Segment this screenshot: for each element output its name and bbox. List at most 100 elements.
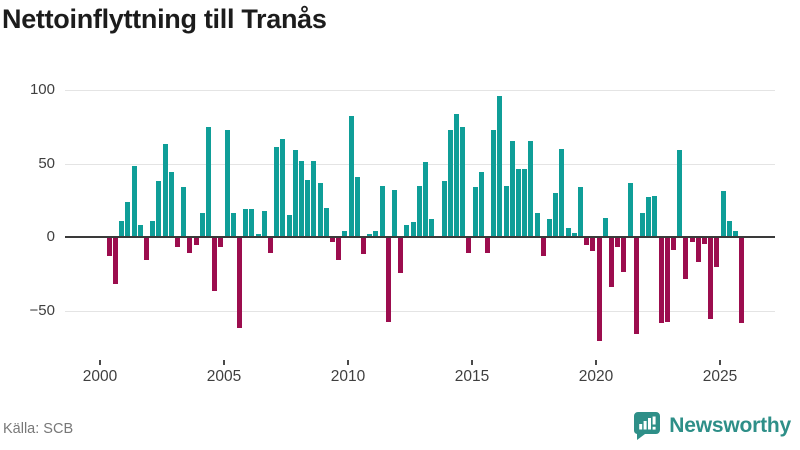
chart-title: Nettoinflyttning till Tranås (2, 4, 327, 34)
bar (522, 169, 528, 237)
x-axis-tick (471, 360, 473, 365)
bar (317, 182, 323, 237)
bar (429, 219, 435, 237)
bar (664, 238, 670, 322)
bar (454, 113, 459, 237)
bar (218, 238, 224, 247)
bar (534, 213, 540, 237)
bar (423, 162, 428, 237)
bar (578, 187, 583, 237)
bar (615, 238, 621, 247)
bar (640, 213, 645, 237)
bar (354, 176, 360, 237)
bar (125, 201, 131, 237)
bar (299, 160, 304, 237)
bar (671, 238, 676, 250)
bar (237, 238, 242, 328)
bar (633, 238, 639, 334)
bar (379, 185, 385, 237)
grid-line (65, 163, 775, 165)
bar (553, 192, 559, 237)
bar (739, 238, 745, 324)
x-axis-label: 2015 (454, 368, 490, 385)
bar (131, 166, 137, 237)
bar (137, 225, 143, 237)
bar (243, 209, 249, 237)
x-axis-tick (595, 360, 597, 365)
bar (646, 197, 652, 237)
bar (367, 234, 373, 237)
bar (336, 238, 342, 261)
bar (261, 210, 267, 237)
bar (478, 172, 484, 237)
bar (491, 129, 497, 237)
bar (528, 141, 534, 237)
bar (330, 238, 335, 243)
bar (627, 182, 633, 237)
bar (658, 238, 664, 324)
bar (621, 238, 627, 272)
y-axis-label: 50 (38, 154, 55, 172)
bar (292, 150, 298, 237)
bar (410, 222, 416, 237)
bar (162, 144, 168, 237)
bar (385, 238, 391, 322)
bar (702, 238, 707, 244)
x-axis-tick (347, 360, 349, 365)
bar (249, 209, 255, 237)
bar (559, 148, 565, 237)
y-axis-label: 100 (29, 81, 55, 98)
bar (485, 238, 490, 253)
y-axis-label: 0 (46, 228, 55, 245)
bar (677, 150, 683, 237)
bar (460, 126, 466, 237)
x-axis-tick (719, 360, 721, 365)
bar (230, 213, 236, 237)
bar (733, 231, 738, 237)
bar (404, 225, 410, 237)
bar (416, 185, 422, 237)
bar (547, 219, 552, 237)
bar (683, 238, 689, 280)
bar (565, 228, 571, 237)
bar (106, 238, 112, 256)
bar (695, 238, 701, 262)
bar (503, 185, 509, 237)
bar (206, 126, 211, 237)
bar (274, 147, 280, 237)
bar (516, 169, 521, 237)
bar (571, 232, 577, 237)
bar (584, 238, 590, 246)
bar (596, 238, 602, 341)
bar (392, 189, 397, 237)
bar (726, 220, 732, 237)
zero-line (65, 236, 775, 238)
bar (224, 129, 230, 237)
bar (609, 238, 614, 287)
bar (466, 238, 472, 253)
source-caption: Källa: SCB (3, 421, 74, 437)
bar (119, 220, 125, 237)
bar (175, 238, 180, 247)
bar (373, 231, 379, 237)
bar (441, 181, 447, 237)
bar (497, 95, 503, 237)
bar (472, 187, 478, 237)
bar (193, 238, 199, 246)
bar (280, 138, 286, 237)
bar (212, 238, 218, 291)
bar (144, 238, 149, 261)
bar (342, 231, 348, 237)
x-axis-label: 2025 (702, 368, 738, 385)
bar (714, 238, 720, 268)
newsworthy-logo-icon (632, 410, 662, 442)
bar (509, 141, 515, 237)
bar (156, 181, 162, 237)
bar (708, 238, 714, 319)
newsworthy-logo[interactable]: Newsworthy (632, 410, 791, 442)
bar (540, 238, 546, 256)
bar (447, 129, 453, 237)
bar (187, 238, 193, 253)
bar (150, 220, 156, 237)
